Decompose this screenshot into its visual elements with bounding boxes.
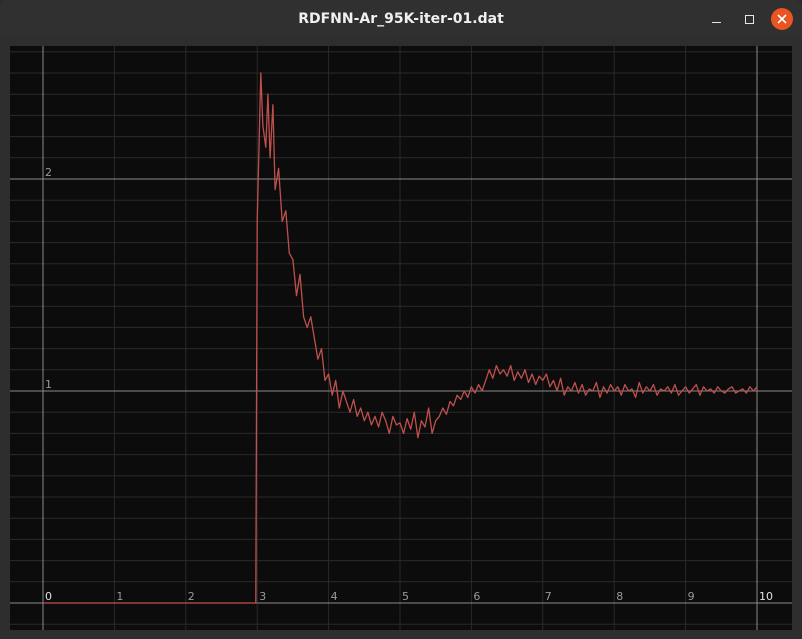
x-tick-label: 1: [116, 590, 123, 603]
minimize-icon: [711, 21, 721, 23]
maximize-button[interactable]: [737, 7, 761, 31]
minimize-button[interactable]: [704, 7, 728, 31]
y-tick-label: 2: [45, 166, 52, 179]
y-tick-label: 1: [45, 378, 52, 391]
x-tick-label: 10: [759, 590, 773, 603]
x-tick-label: 0: [45, 590, 52, 603]
title-bar[interactable]: RDFNN-Ar_95K-iter-01.dat: [0, 0, 802, 38]
x-tick-label: 2: [188, 590, 195, 603]
x-tick-label: 8: [616, 590, 623, 603]
x-tick-label: 6: [473, 590, 480, 603]
x-tick-label: 3: [259, 590, 266, 603]
chart-svg: 0 1 2 3 4 5 6 7 8 9 10 1 2: [10, 46, 792, 630]
x-tick-label: 9: [688, 590, 695, 603]
window-title: RDFNN-Ar_95K-iter-01.dat: [298, 11, 504, 27]
series-line: [43, 72, 758, 604]
close-button[interactable]: [770, 7, 794, 31]
close-icon: [771, 8, 793, 30]
x-tick-label: 5: [402, 590, 409, 603]
maximize-icon: [744, 14, 754, 24]
x-tick-label: 7: [545, 590, 552, 603]
plot-area[interactable]: 0 1 2 3 4 5 6 7 8 9 10 1 2: [10, 46, 792, 630]
x-tick-label: 4: [331, 590, 338, 603]
